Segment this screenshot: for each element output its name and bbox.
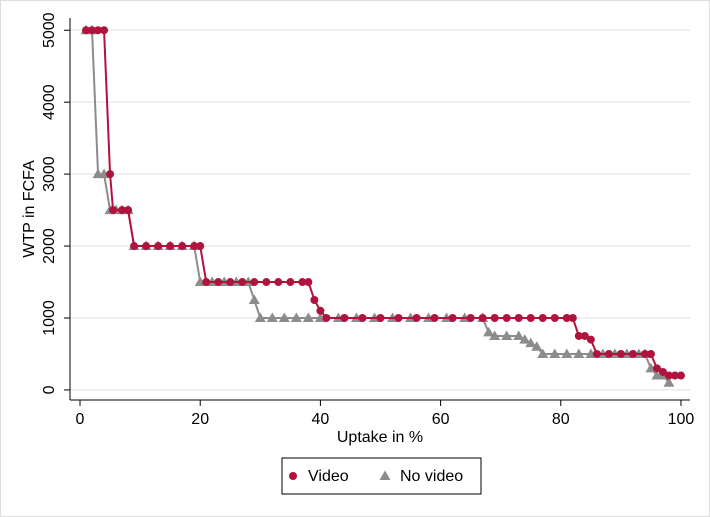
marker	[202, 278, 211, 287]
marker	[166, 242, 175, 251]
marker	[266, 312, 278, 322]
marker	[100, 26, 109, 35]
y-tick-label: 0	[41, 385, 58, 394]
marker	[604, 349, 613, 358]
marker	[412, 313, 421, 322]
marker	[616, 349, 625, 358]
marker	[290, 312, 302, 322]
x-tick-label: 100	[668, 411, 695, 428]
marker	[262, 278, 271, 287]
marker	[82, 26, 91, 35]
x-tick-label: 40	[312, 411, 330, 428]
marker	[483, 326, 495, 337]
marker	[580, 331, 589, 340]
marker	[109, 206, 118, 215]
marker	[592, 349, 601, 358]
marker	[448, 313, 457, 322]
marker	[489, 330, 501, 340]
marker	[646, 349, 655, 358]
marker	[298, 278, 307, 287]
marker	[106, 170, 115, 179]
x-tick-label: 80	[552, 411, 570, 428]
marker	[304, 278, 313, 287]
marker	[196, 242, 205, 251]
marker	[466, 313, 475, 322]
marker	[573, 348, 585, 358]
marker	[286, 278, 295, 287]
marker	[676, 371, 685, 380]
marker	[142, 242, 151, 251]
marker	[322, 313, 331, 322]
marker	[248, 294, 260, 305]
marker	[478, 313, 487, 322]
marker	[514, 313, 523, 322]
marker	[94, 26, 103, 35]
marker	[118, 206, 127, 215]
x-axis-label: Uptake in %	[337, 429, 423, 446]
marker	[124, 206, 133, 215]
marker	[254, 312, 266, 322]
marker	[154, 242, 163, 251]
marker	[640, 349, 649, 358]
marker	[502, 313, 511, 322]
x-tick-label: 0	[76, 411, 85, 428]
marker	[526, 313, 535, 322]
marker	[538, 313, 547, 322]
marker	[250, 278, 259, 287]
marker	[316, 306, 325, 315]
marker	[525, 337, 537, 348]
marker	[490, 313, 499, 322]
marker	[340, 313, 349, 322]
marker	[628, 349, 637, 358]
legend-marker	[379, 470, 391, 480]
legend-label: Video	[308, 468, 349, 485]
marker	[513, 330, 525, 340]
marker	[238, 278, 247, 287]
marker	[519, 334, 531, 344]
y-tick-label: 5000	[41, 12, 58, 48]
marker	[430, 313, 439, 322]
marker	[586, 335, 595, 344]
y-tick-label: 4000	[41, 84, 58, 120]
marker	[537, 348, 549, 358]
marker	[178, 242, 187, 251]
marker	[190, 242, 199, 251]
marker	[274, 278, 283, 287]
marker	[302, 312, 314, 322]
marker	[130, 242, 139, 251]
marker	[278, 312, 290, 322]
marker	[394, 313, 403, 322]
y-tick-label: 2000	[41, 228, 58, 264]
y-tick-label: 1000	[41, 300, 58, 336]
marker	[574, 331, 583, 340]
legend-label: No video	[400, 468, 463, 485]
marker	[562, 313, 571, 322]
marker	[88, 26, 97, 35]
marker	[568, 313, 577, 322]
marker	[310, 296, 319, 305]
marker	[226, 278, 235, 287]
marker	[531, 341, 543, 351]
x-tick-label: 60	[432, 411, 450, 428]
marker	[549, 348, 561, 358]
marker	[501, 330, 513, 340]
marker	[670, 371, 679, 380]
y-axis-label: WTP in FCFA	[21, 160, 38, 258]
marker	[658, 367, 667, 376]
marker	[561, 348, 573, 358]
legend-box	[281, 457, 482, 495]
marker	[358, 313, 367, 322]
x-tick-label: 20	[191, 411, 209, 428]
marker	[214, 278, 223, 287]
legend-marker	[289, 472, 297, 480]
marker	[550, 313, 559, 322]
marker	[376, 313, 385, 322]
marker	[652, 364, 661, 373]
marker	[663, 377, 675, 387]
marker	[664, 371, 673, 380]
y-tick-label: 3000	[41, 156, 58, 192]
